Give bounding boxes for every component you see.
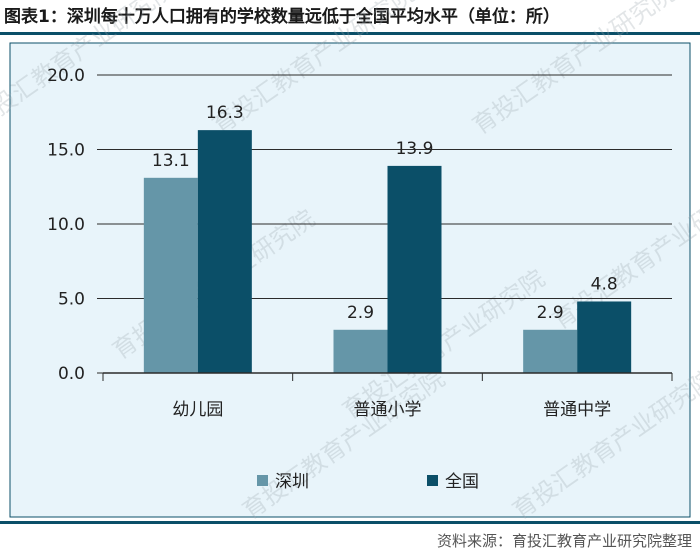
bar-national xyxy=(387,165,442,373)
y-tick-label: 15.0 xyxy=(47,141,85,161)
data-label: 16.3 xyxy=(206,103,244,123)
bar-national xyxy=(577,301,632,373)
footer-divider xyxy=(0,521,700,524)
bar-shenzhen xyxy=(333,329,388,373)
x-category-label: 普通中学 xyxy=(543,400,611,420)
y-tick-label: 10.0 xyxy=(47,215,85,235)
title-divider xyxy=(0,32,700,35)
y-tick-label: 20.0 xyxy=(47,66,85,86)
data-label: 2.9 xyxy=(537,303,564,323)
bar-shenzhen xyxy=(143,177,198,373)
data-label: 13.1 xyxy=(152,151,190,171)
chart-area-background xyxy=(9,42,691,518)
y-axis-ticks: 0.0 5.0 10.0 15.0 20.0 xyxy=(47,66,103,384)
bar-shenzhen xyxy=(523,329,578,373)
legend-swatch xyxy=(257,475,268,486)
y-tick-label: 0.0 xyxy=(58,364,85,384)
data-labels: 13.1 16.3 2.9 13.9 2.9 4.8 xyxy=(152,103,618,323)
x-axis-categories: 幼儿园 普通小学 普通中学 xyxy=(102,373,673,420)
x-category-label: 普通小学 xyxy=(354,400,422,420)
legend: 深圳 全国 xyxy=(257,472,479,492)
bars xyxy=(143,130,632,373)
bar-national xyxy=(197,130,252,373)
y-tick-label: 5.0 xyxy=(58,290,85,310)
bar-chart: 育投汇教育产业研究院 育投汇教育产业研究院育投汇教育产业研究院育投汇教育产业研究院… xyxy=(0,0,700,520)
data-label: 2.9 xyxy=(347,303,374,323)
legend-swatch xyxy=(427,475,438,486)
data-label: 13.9 xyxy=(396,139,434,159)
x-category-label: 幼儿园 xyxy=(172,400,223,420)
source-note: 资料来源：育投汇教育产业研究院整理 xyxy=(436,532,692,550)
legend-label: 全国 xyxy=(445,472,479,492)
data-label: 4.8 xyxy=(591,274,618,294)
legend-label: 深圳 xyxy=(275,472,309,492)
chart-title: 图表1：深圳每十万人口拥有的学校数量远低于全国平均水平（单位：所） xyxy=(4,7,560,27)
